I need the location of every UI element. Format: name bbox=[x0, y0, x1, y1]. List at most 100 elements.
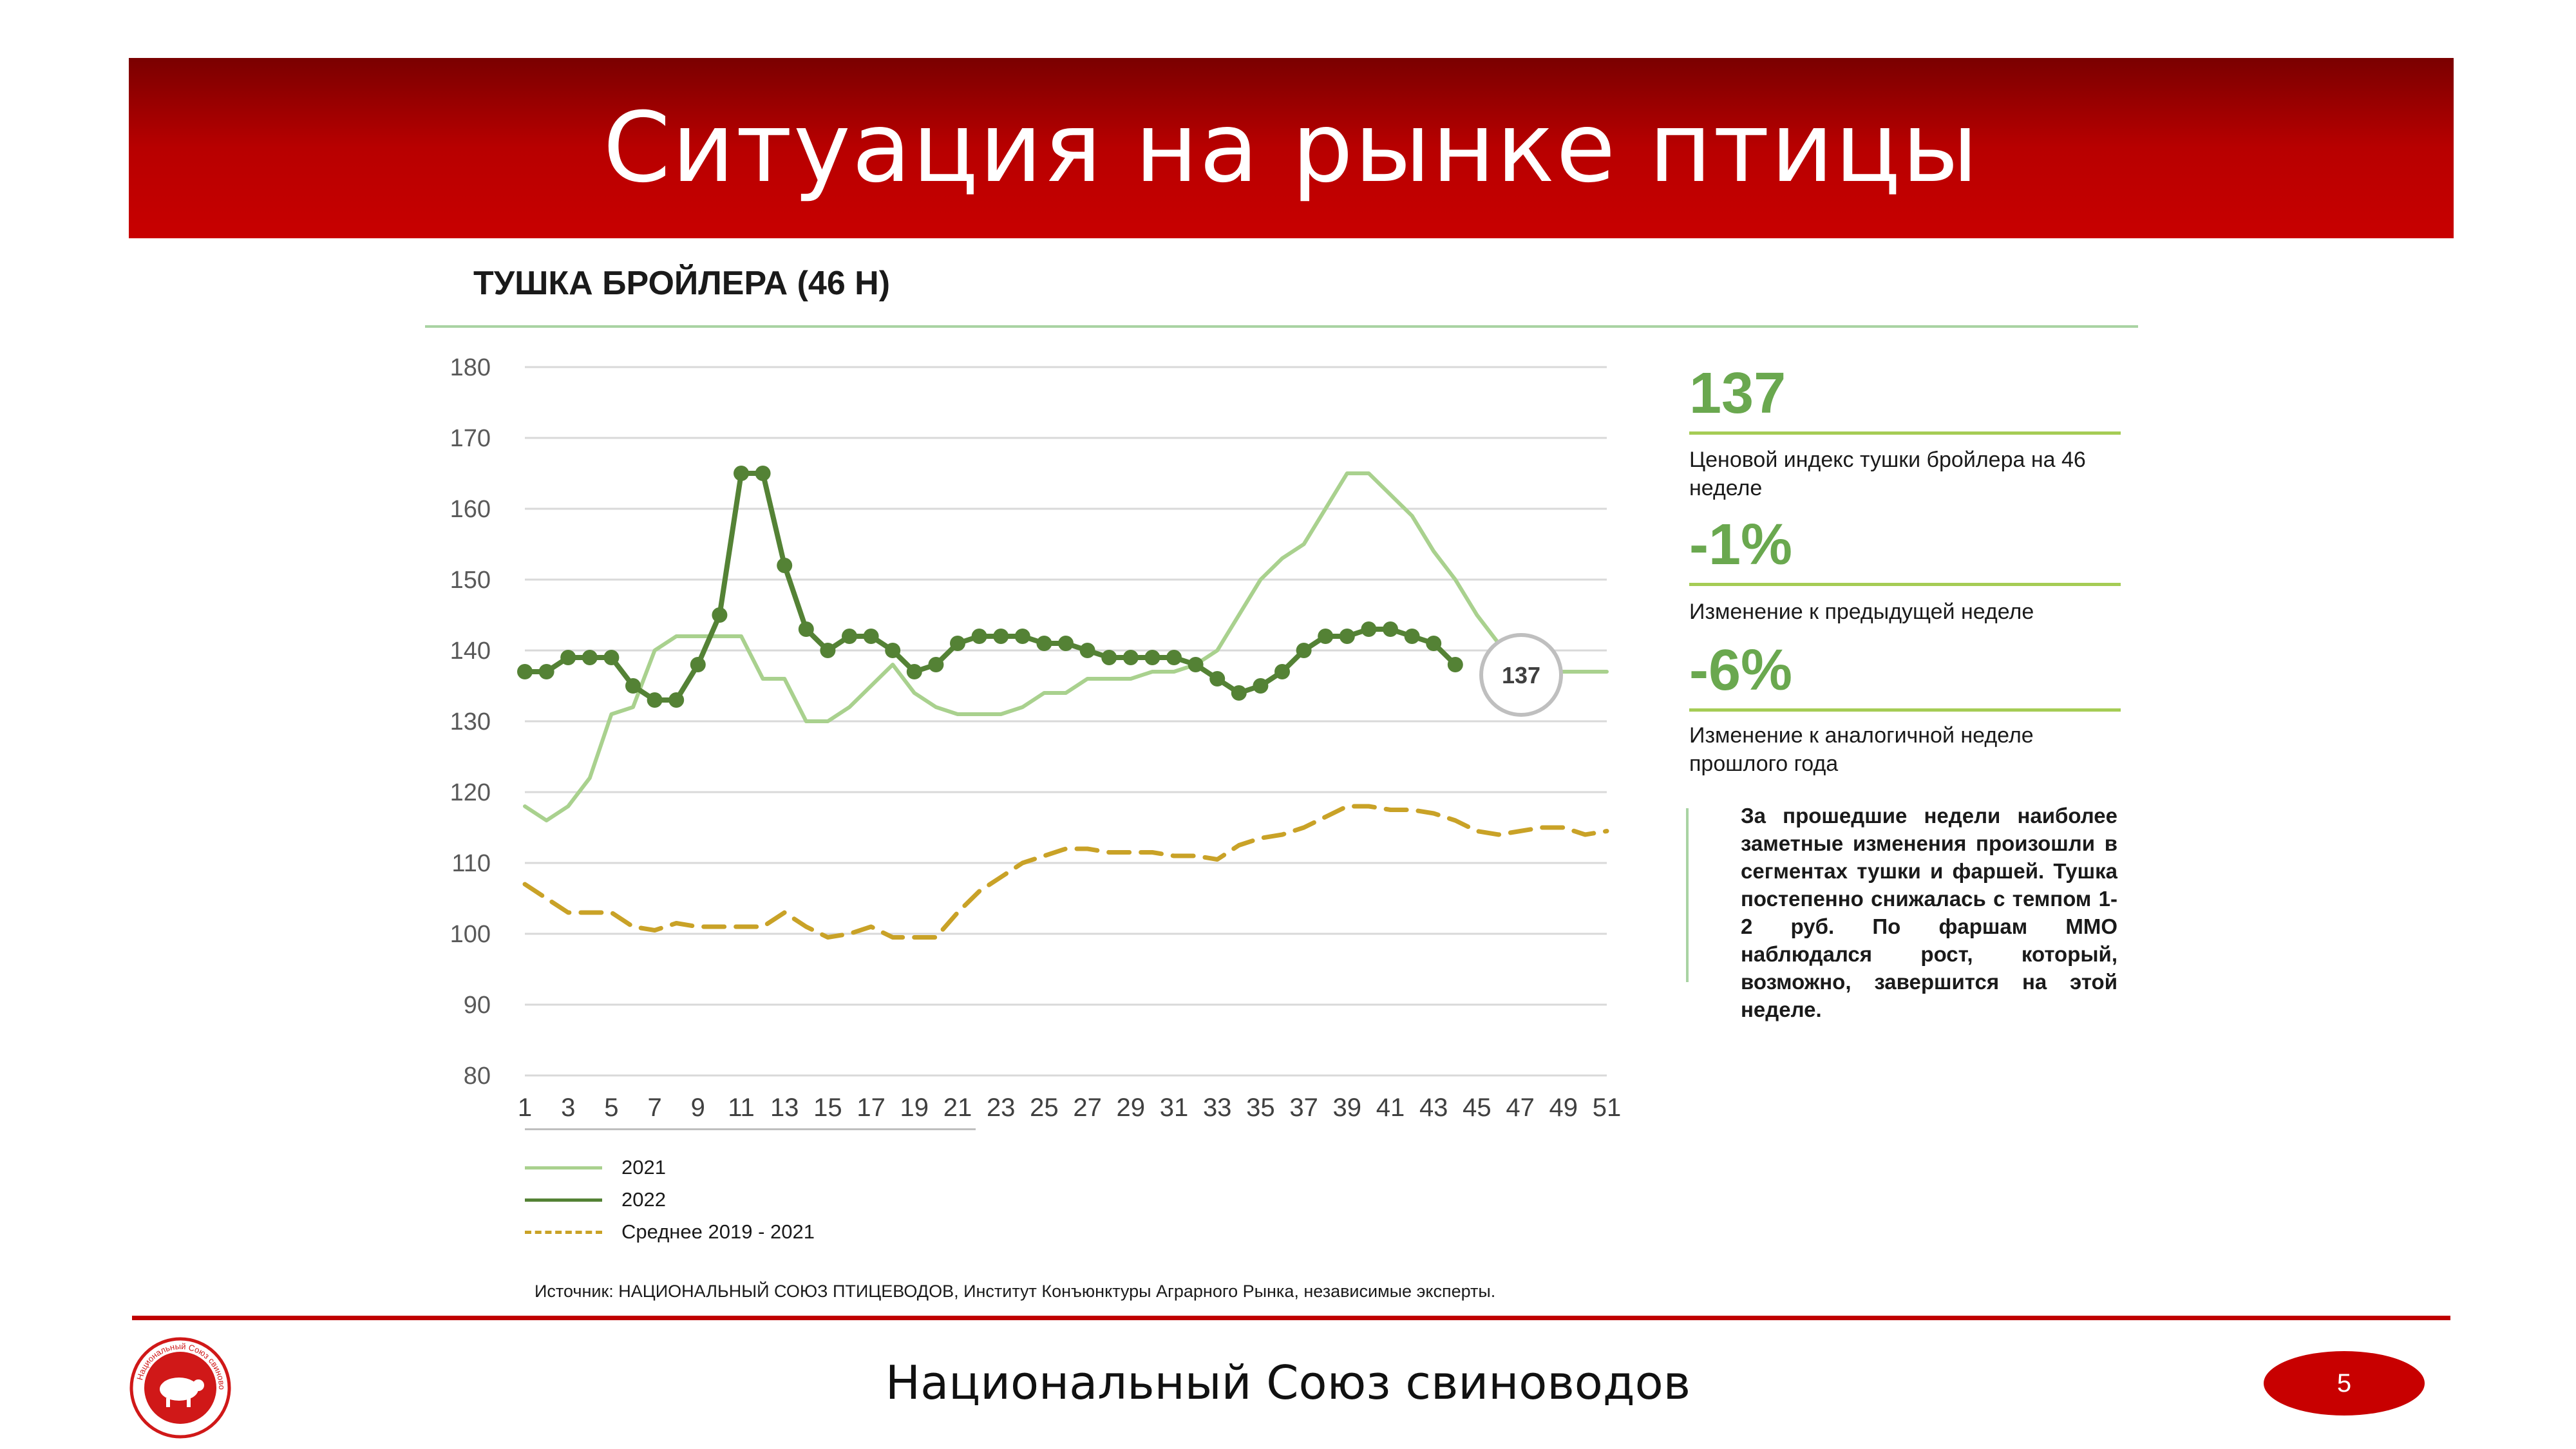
x-tick-label: 23 bbox=[987, 1094, 1016, 1122]
legend-swatch-2022 bbox=[525, 1198, 602, 1202]
series-2022-point bbox=[1274, 664, 1290, 679]
x-tick-label: 19 bbox=[900, 1094, 929, 1122]
series-2022-point bbox=[1231, 685, 1247, 701]
series-2022-point bbox=[734, 466, 749, 481]
series-2022-point bbox=[950, 636, 965, 651]
series-2022-point bbox=[1318, 629, 1334, 644]
series-2022-point bbox=[1058, 636, 1074, 651]
series-2022-point bbox=[560, 650, 576, 665]
x-tick-label: 29 bbox=[1117, 1094, 1146, 1122]
series-2022-point bbox=[1209, 671, 1226, 687]
x-tick-label: 21 bbox=[943, 1094, 972, 1122]
x-tick-label: 33 bbox=[1203, 1094, 1232, 1122]
series-2022-point bbox=[798, 621, 814, 637]
x-tick-label: 17 bbox=[857, 1094, 886, 1122]
series-2022-point bbox=[625, 678, 641, 694]
x-axis-ticks: 1 3 5 7 9 11 13 15 17 19 21 23 25 27 29 31 33 35 37 39 41 43 4… bbox=[518, 1094, 1621, 1122]
series-2022-point bbox=[1426, 636, 1442, 651]
stat-yearly-change-rule bbox=[1689, 708, 2121, 712]
legend-divider bbox=[525, 1128, 976, 1130]
series-2022-point bbox=[993, 629, 1009, 644]
series-2022-point bbox=[1036, 636, 1052, 651]
legend-item-2022: 2022 bbox=[525, 1184, 815, 1216]
series-2022-point bbox=[1144, 650, 1160, 665]
series-2022-point bbox=[517, 664, 533, 679]
y-axis-ticks: 180 170 160 150 140 130 120 110 100 90 80 bbox=[450, 354, 491, 1090]
legend-item-average: Среднее 2019 - 2021 bbox=[525, 1216, 815, 1248]
x-tick-label: 9 bbox=[691, 1094, 705, 1122]
x-tick-label: 15 bbox=[813, 1094, 842, 1122]
series-2022-point bbox=[885, 643, 901, 658]
y-tick-label: 90 bbox=[464, 992, 491, 1019]
title-banner: Ситуация на рынке птицы bbox=[129, 58, 2454, 238]
stat-index-rule bbox=[1689, 431, 2121, 435]
series-2022-point bbox=[820, 643, 836, 658]
stat-index-caption: Ценовой индекс тушки бройлера на 46 неде… bbox=[1689, 448, 2086, 500]
series-2022-point bbox=[1447, 657, 1463, 672]
y-tick-label: 160 bbox=[450, 496, 491, 523]
series-2022-point bbox=[863, 629, 879, 644]
series-2022-point bbox=[1101, 650, 1117, 665]
legend-item-2021: 2021 bbox=[525, 1151, 815, 1184]
x-tick-label: 41 bbox=[1376, 1094, 1405, 1122]
x-tick-label: 7 bbox=[647, 1094, 661, 1122]
note-accent-bar bbox=[1686, 808, 1689, 982]
market-note: За прошедшие недели наиболее заметные из… bbox=[1741, 804, 2117, 1021]
callout-group: 137 bbox=[1479, 633, 1563, 717]
series-2022-point bbox=[971, 629, 987, 644]
x-tick-label: 49 bbox=[1549, 1094, 1578, 1122]
series-2022-point bbox=[1014, 629, 1030, 644]
series-2022-line bbox=[522, 471, 1458, 703]
callout-circle bbox=[1479, 633, 1563, 717]
x-tick-label: 39 bbox=[1333, 1094, 1362, 1122]
y-tick-label: 100 bbox=[450, 921, 491, 948]
x-tick-label: 31 bbox=[1160, 1094, 1189, 1122]
series-2022-point bbox=[603, 650, 620, 665]
y-tick-label: 130 bbox=[450, 708, 491, 735]
x-tick-label: 27 bbox=[1073, 1094, 1102, 1122]
series-2022-point bbox=[1079, 643, 1095, 658]
legend-label-2021: 2021 bbox=[621, 1156, 666, 1179]
y-tick-label: 120 bbox=[450, 779, 491, 806]
series-2022-point bbox=[712, 607, 728, 623]
series-2021-line bbox=[523, 471, 1609, 822]
series-2022-point bbox=[1296, 643, 1312, 658]
series-2022-point bbox=[1166, 650, 1182, 665]
stat-weekly-change-value: -1% bbox=[1689, 513, 1793, 577]
callout-label: 137 bbox=[1502, 662, 1540, 688]
x-tick-label: 25 bbox=[1030, 1094, 1059, 1122]
x-tick-label: 43 bbox=[1419, 1094, 1448, 1122]
series-2022-point bbox=[538, 664, 554, 679]
series-2022-point bbox=[906, 664, 922, 679]
y-tick-label: 80 bbox=[464, 1063, 491, 1090]
x-tick-label: 37 bbox=[1289, 1094, 1318, 1122]
series-2022-point bbox=[1188, 657, 1204, 672]
series-2022-point bbox=[690, 657, 706, 672]
union-logo: Национальный Союз свиноводов bbox=[129, 1336, 231, 1439]
stat-yearly-change-caption: Изменение к аналогичной неделе прошлого … bbox=[1689, 723, 2034, 776]
y-tick-label: 180 bbox=[450, 354, 491, 381]
series-2022-point bbox=[1361, 621, 1377, 637]
stat-weekly-change-caption: Изменение к предыдущей неделе bbox=[1689, 600, 2034, 624]
series-2022-point bbox=[1383, 621, 1398, 637]
series-2022-point bbox=[1253, 678, 1269, 694]
series-2022-point bbox=[582, 650, 598, 665]
x-tick-label: 51 bbox=[1593, 1094, 1622, 1122]
chart-legend: 2021 2022 Среднее 2019 - 2021 bbox=[525, 1151, 815, 1248]
page-number: 5 bbox=[2264, 1351, 2425, 1416]
series-2022-point bbox=[842, 629, 857, 644]
x-tick-label: 45 bbox=[1463, 1094, 1492, 1122]
legend-swatch-2021 bbox=[525, 1166, 602, 1170]
x-tick-label: 1 bbox=[518, 1094, 532, 1122]
series-2022-point bbox=[1122, 650, 1139, 665]
subtitle-divider bbox=[425, 325, 2138, 328]
x-tick-label: 13 bbox=[770, 1094, 799, 1122]
x-tick-label: 3 bbox=[561, 1094, 575, 1122]
series-2022-point bbox=[928, 657, 944, 672]
x-tick-label: 11 bbox=[728, 1094, 755, 1122]
series-2022-point bbox=[1339, 629, 1355, 644]
series-2022-point bbox=[777, 558, 793, 573]
source-note: Источник: НАЦИОНАЛЬНЫЙ СОЮЗ ПТИЦЕВОДОВ, … bbox=[535, 1282, 1496, 1301]
x-tick-label: 47 bbox=[1506, 1094, 1535, 1122]
